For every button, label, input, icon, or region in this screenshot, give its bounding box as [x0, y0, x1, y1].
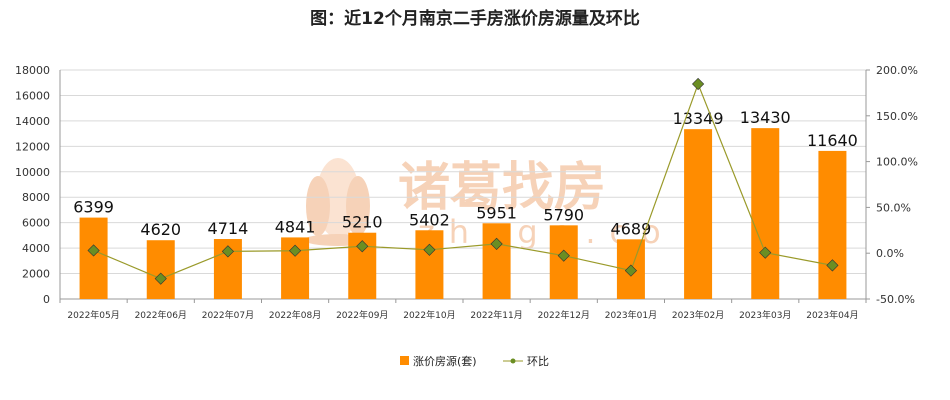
y-right-tick-label: 100.0% [876, 156, 918, 169]
bar-value-label: 5790 [543, 205, 584, 224]
watermark: 诸葛找房 zhuge.co [304, 158, 661, 251]
y-left-tick-label: 4000 [22, 242, 50, 255]
line-marker [87, 244, 100, 257]
bar-value-label: 13349 [673, 109, 724, 128]
line-path [93, 82, 833, 280]
y-right-tick-label: 50.0% [876, 201, 911, 214]
watermark-text: 诸葛找房 [398, 158, 606, 218]
bar [79, 217, 108, 299]
legend-bar-label: 涨价房源(套) [413, 354, 477, 368]
line-marker [624, 264, 637, 277]
bar [549, 225, 578, 299]
bar-value-label: 11640 [807, 131, 858, 150]
y-left-tick-label: 12000 [15, 140, 50, 153]
x-tick-label: 2023年04月 [806, 309, 858, 321]
bar [146, 240, 175, 299]
bar [818, 150, 847, 299]
y-left-tick-label: 14000 [15, 115, 50, 128]
watermark-logo-icon [304, 158, 372, 246]
x-tick-label: 2022年08月 [269, 309, 321, 321]
x-tick-label: 2022年06月 [135, 309, 187, 321]
line-marker [759, 246, 772, 259]
bar [482, 223, 511, 299]
y-left-tick-label: 2000 [22, 268, 50, 281]
bar-value-label: 5402 [409, 210, 450, 229]
y-left-tick-label: 18000 [15, 64, 50, 77]
y-left-tick-label: 0 [43, 293, 50, 306]
line-marker [692, 77, 705, 91]
line-marker [289, 244, 302, 257]
line-marker [423, 243, 436, 256]
x-tick-label: 2023年03月 [739, 309, 791, 321]
bar-value-label: 6399 [73, 198, 114, 217]
bar [751, 128, 780, 299]
y-left-tick-label: 6000 [22, 217, 50, 230]
bar-value-label: 4620 [140, 220, 181, 239]
x-tick-label: 2023年02月 [672, 309, 724, 321]
bar-value-label: 4689 [611, 219, 652, 238]
x-tick-label: 2022年11月 [470, 309, 522, 321]
legend: 涨价房源(套) 环比 [400, 354, 549, 368]
legend-line-marker [510, 358, 516, 364]
line-marker [356, 240, 369, 253]
y-left-tick-label: 8000 [22, 191, 50, 204]
bar-value-label: 5210 [342, 213, 383, 232]
x-tick-label: 2022年12月 [538, 309, 590, 321]
bar-value-label: 4714 [208, 219, 249, 238]
line-marker [557, 249, 570, 262]
bar-value-label: 5951 [476, 203, 517, 222]
y-right-tick-label: 150.0% [876, 110, 918, 123]
data-labels: 6399 4620 4714 4841 5210 5402 5951 5790 4689 1334… [73, 108, 858, 239]
line-series [87, 77, 839, 285]
chart-title: 图：近12个月南京二手房涨价房源量及环比 [310, 9, 640, 29]
line-marker [154, 272, 167, 285]
bar [684, 129, 713, 299]
x-tick-label: 2022年07月 [202, 309, 254, 321]
y-right-tick-label: 0.0% [876, 247, 904, 260]
y-left-tick-label: 10000 [15, 166, 50, 179]
line-marker [826, 259, 839, 272]
y-right-tick-label: 200.0% [876, 64, 918, 77]
bar-series [79, 128, 847, 299]
line-marker [490, 237, 503, 250]
x-tick-label: 2022年05月 [67, 309, 119, 321]
legend-line-label: 环比 [527, 355, 549, 368]
x-tick-label: 2023年01月 [605, 309, 657, 321]
y-left-tick-label: 16000 [15, 89, 50, 102]
axes: 0 2000 4000 6000 8000 10000 12000 14000 16000 180… [15, 64, 918, 321]
x-tick-label: 2022年09月 [336, 309, 388, 321]
legend-bar-swatch [400, 356, 409, 365]
x-tick-label: 2022年10月 [403, 309, 455, 321]
y-right-tick-label: -50.0% [876, 293, 915, 306]
bar-value-label: 13430 [740, 108, 791, 127]
bar-value-label: 4841 [275, 217, 316, 236]
bar [415, 230, 444, 299]
line-marker [221, 245, 234, 258]
